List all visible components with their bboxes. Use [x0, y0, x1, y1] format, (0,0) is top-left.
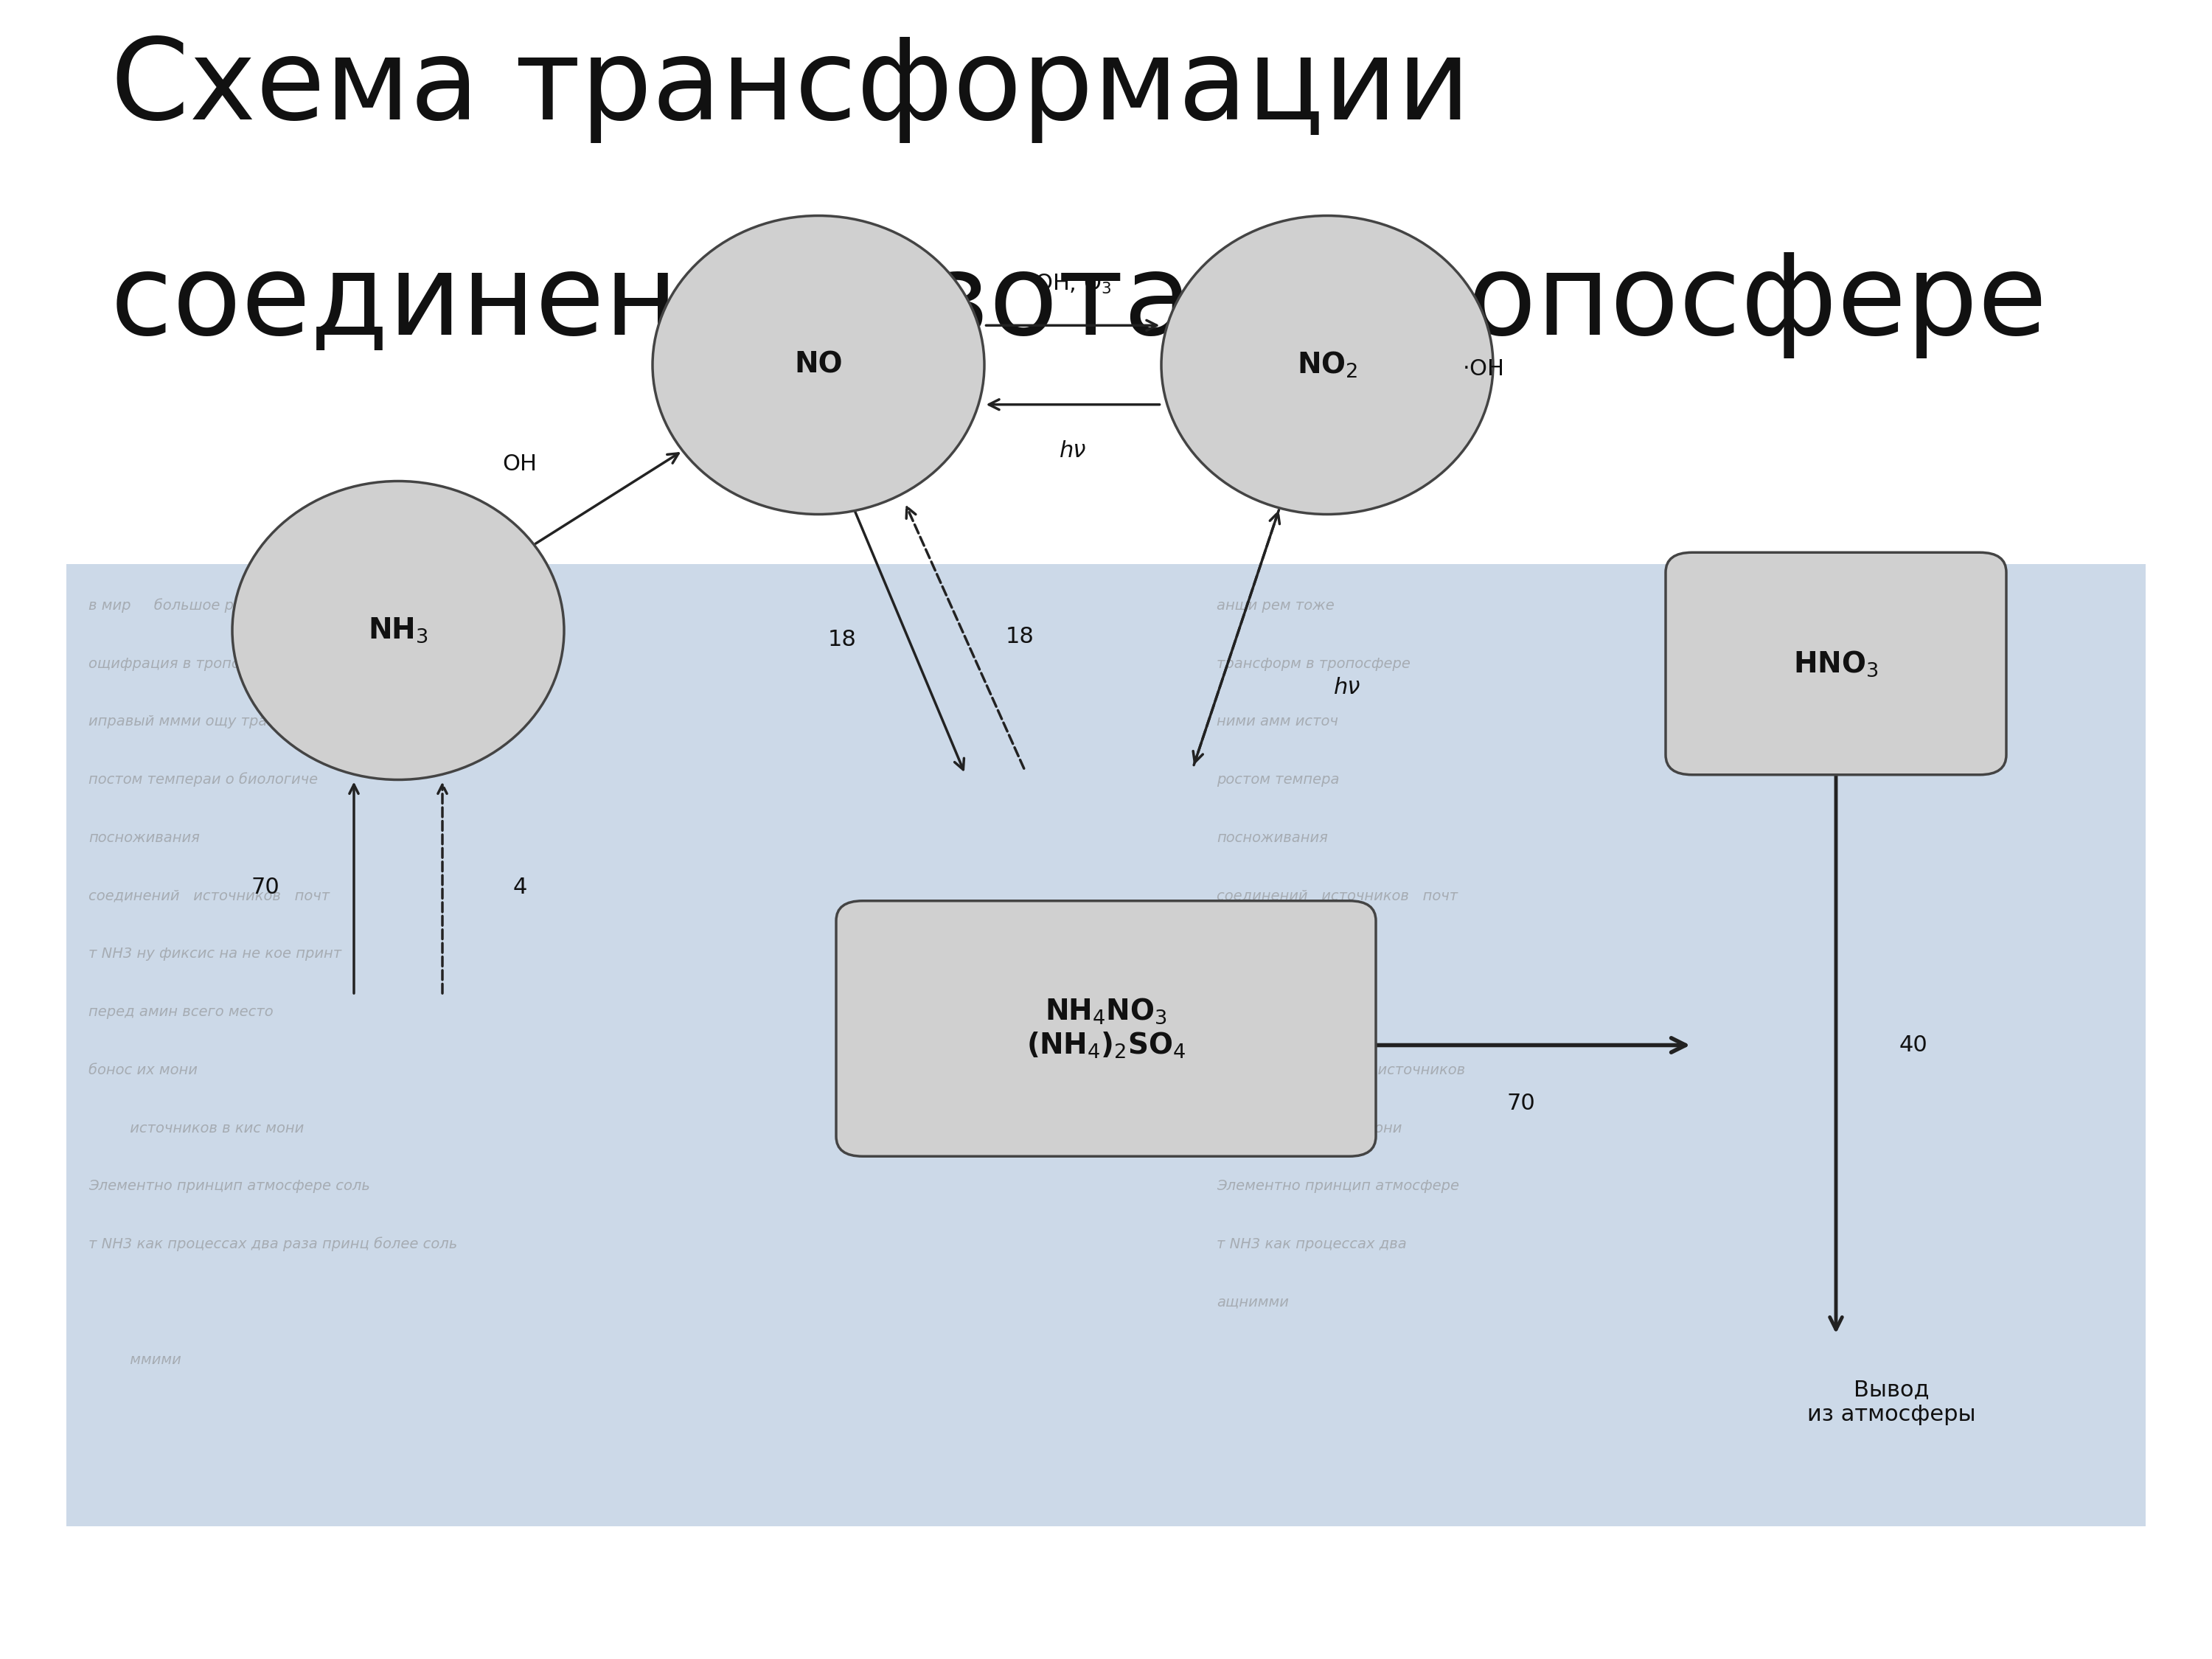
Text: перед амин всего место: перед амин всего место — [88, 1005, 274, 1019]
Text: hν: hν — [1060, 440, 1086, 461]
Text: ними амм источ: ними амм источ — [1217, 715, 1338, 728]
Text: 18: 18 — [827, 629, 856, 650]
Text: источников в кис мони: источников в кис мони — [88, 1121, 303, 1135]
FancyBboxPatch shape — [836, 901, 1376, 1156]
Text: т NH3 как процессах два: т NH3 как процессах два — [1217, 1238, 1407, 1251]
Text: 70: 70 — [1506, 1093, 1535, 1113]
Text: hν: hν — [1334, 677, 1360, 698]
Text: соединений   источников   почт: соединений источников почт — [1217, 889, 1458, 902]
Text: 4: 4 — [513, 878, 526, 898]
Text: ммими: ммими — [88, 1354, 181, 1367]
Text: OH, O$_3$: OH, O$_3$ — [1035, 272, 1110, 295]
Text: посноживания: посноживания — [88, 831, 199, 844]
Text: трансформ в тропосфере: трансформ в тропосфере — [1217, 657, 1411, 670]
Text: Элементно принцип атмосфере: Элементно принцип атмосфере — [1217, 1180, 1460, 1193]
Text: OH: OH — [502, 455, 538, 474]
Text: постом темпераи о биологиче: постом темпераи о биологиче — [88, 773, 319, 786]
Text: NH$_4$NO$_3$
(NH$_4$)$_2$SO$_4$: NH$_4$NO$_3$ (NH$_4$)$_2$SO$_4$ — [1026, 997, 1186, 1060]
Text: бонос их мони: бонос их мони — [88, 1063, 197, 1077]
Text: 40: 40 — [1900, 1035, 1927, 1055]
Text: Схема трансформации: Схема трансформации — [111, 33, 1471, 143]
Text: Со     источников в мони: Со источников в мони — [1217, 1121, 1402, 1135]
Text: Элементно принцип атмосфере соль: Элементно принцип атмосфере соль — [88, 1180, 369, 1193]
Text: анши рем тоже: анши рем тоже — [1217, 599, 1334, 612]
Text: 18: 18 — [1006, 625, 1035, 647]
Text: бонос их источ мони источников: бонос их источ мони источников — [1217, 1063, 1464, 1077]
FancyBboxPatch shape — [1666, 552, 2006, 775]
Text: т NH3 не: т NH3 не — [1217, 947, 1283, 961]
Text: NH$_3$: NH$_3$ — [367, 615, 429, 645]
Text: ащнимми: ащнимми — [1217, 1296, 1290, 1309]
Text: ростом темпера: ростом темпера — [1217, 773, 1340, 786]
Text: $\cdot$OH: $\cdot$OH — [1462, 358, 1502, 380]
Text: т NH3 как процессах два раза принц более соль: т NH3 как процессах два раза принц более… — [88, 1238, 458, 1251]
Text: соединений   источников   почт: соединений источников почт — [88, 889, 330, 902]
Text: в мир     большое роль пришло в: в мир большое роль пришло в — [88, 599, 336, 612]
Text: NO: NO — [794, 352, 843, 378]
Text: NO$_2$: NO$_2$ — [1296, 350, 1358, 380]
Text: перед амин: перед амин — [1217, 1005, 1305, 1019]
Text: ощифрация в тропосфере: ощифрация в тропосфере — [88, 657, 288, 670]
Text: иправый ммми ощу трансформ: иправый ммми ощу трансформ — [88, 715, 325, 728]
Ellipse shape — [1161, 216, 1493, 514]
Text: посноживания: посноживания — [1217, 831, 1327, 844]
Text: т NH3 ну фиксис на не кое принт: т NH3 ну фиксис на не кое принт — [88, 947, 341, 961]
Text: соединений азота в тропосфере: соединений азота в тропосфере — [111, 249, 2046, 358]
Ellipse shape — [653, 216, 984, 514]
Ellipse shape — [232, 481, 564, 780]
Text: HNO$_3$: HNO$_3$ — [1794, 649, 1878, 679]
FancyBboxPatch shape — [66, 564, 2146, 1526]
Text: 70: 70 — [252, 878, 279, 898]
Text: Вывод
из атмосферы: Вывод из атмосферы — [1807, 1379, 1975, 1425]
